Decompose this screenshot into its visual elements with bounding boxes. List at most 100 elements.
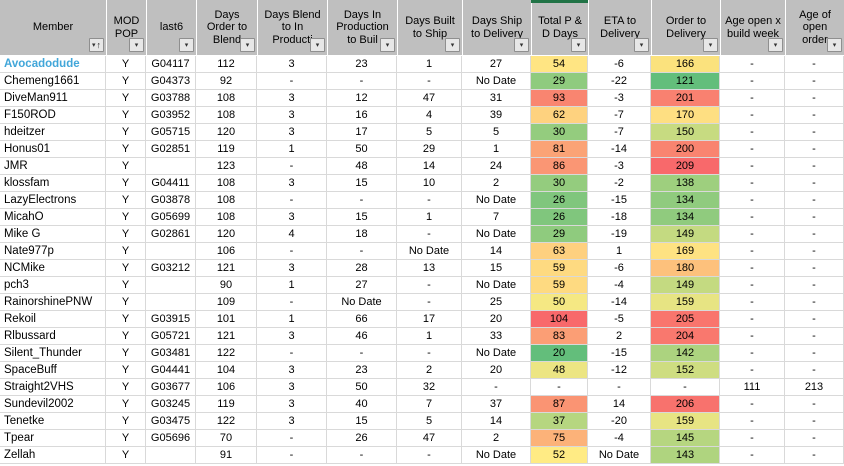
cell-days_built_to_ship[interactable]: 47 <box>397 90 462 107</box>
cell-age_open_x_build_week[interactable]: - <box>720 226 785 243</box>
cell-days_order_to_blend[interactable]: 104 <box>196 362 257 379</box>
cell-age_of_open_order[interactable]: - <box>785 430 844 447</box>
cell-days_ship_to_delivery[interactable]: 33 <box>462 328 531 345</box>
cell-age_open_x_build_week[interactable]: - <box>720 107 785 124</box>
cell-days_built_to_ship[interactable]: 2 <box>397 362 462 379</box>
cell-days_built_to_ship[interactable]: 32 <box>397 379 462 396</box>
cell-days_built_to_ship[interactable]: - <box>397 345 462 362</box>
cell-eta_to_delivery[interactable]: -7 <box>588 124 651 141</box>
cell-days_blend_to_in_production[interactable]: - <box>257 294 327 311</box>
cell-total_pd_days[interactable]: 59 <box>531 277 588 294</box>
cell-days_in_production_to_build[interactable]: 48 <box>327 158 397 175</box>
cell-order_to_delivery[interactable]: 205 <box>651 311 720 328</box>
cell-days_ship_to_delivery[interactable]: No Date <box>462 345 531 362</box>
cell-days_in_production_to_build[interactable]: 23 <box>327 362 397 379</box>
cell-total_pd_days[interactable]: 50 <box>531 294 588 311</box>
cell-eta_to_delivery[interactable]: -19 <box>588 226 651 243</box>
cell-mod_pop[interactable]: Y <box>106 56 146 73</box>
filter-dropdown-icon[interactable]: ▾ <box>310 38 325 52</box>
cell-days_ship_to_delivery[interactable]: 14 <box>462 243 531 260</box>
cell-days_blend_to_in_production[interactable]: 3 <box>257 362 327 379</box>
cell-age_of_open_order[interactable]: - <box>785 158 844 175</box>
cell-age_open_x_build_week[interactable]: - <box>720 158 785 175</box>
cell-mod_pop[interactable]: Y <box>106 124 146 141</box>
cell-total_pd_days[interactable]: 52 <box>531 447 588 464</box>
cell-age_open_x_build_week[interactable]: - <box>720 192 785 209</box>
cell-days_blend_to_in_production[interactable]: - <box>257 345 327 362</box>
cell-eta_to_delivery[interactable]: -7 <box>588 107 651 124</box>
cell-mod_pop[interactable]: Y <box>106 379 146 396</box>
cell-last6[interactable]: G03212 <box>146 260 196 277</box>
cell-total_pd_days[interactable]: 30 <box>531 124 588 141</box>
cell-order_to_delivery[interactable]: 200 <box>651 141 720 158</box>
member-cell[interactable]: Tenetke <box>0 413 106 430</box>
cell-days_order_to_blend[interactable]: 108 <box>196 107 257 124</box>
cell-days_ship_to_delivery[interactable]: 37 <box>462 396 531 413</box>
cell-days_blend_to_in_production[interactable]: - <box>257 158 327 175</box>
cell-age_open_x_build_week[interactable]: - <box>720 124 785 141</box>
cell-eta_to_delivery[interactable]: -15 <box>588 345 651 362</box>
cell-eta_to_delivery[interactable]: -5 <box>588 311 651 328</box>
cell-days_ship_to_delivery[interactable]: No Date <box>462 73 531 90</box>
cell-age_open_x_build_week[interactable]: - <box>720 56 785 73</box>
member-cell[interactable]: RainorshinePNW <box>0 294 106 311</box>
cell-days_built_to_ship[interactable]: 10 <box>397 175 462 192</box>
cell-age_of_open_order[interactable]: - <box>785 396 844 413</box>
cell-mod_pop[interactable]: Y <box>106 277 146 294</box>
cell-eta_to_delivery[interactable]: -12 <box>588 362 651 379</box>
cell-age_of_open_order[interactable]: - <box>785 124 844 141</box>
cell-last6[interactable]: G05721 <box>146 328 196 345</box>
cell-age_of_open_order[interactable]: - <box>785 328 844 345</box>
member-cell[interactable]: Nate977p <box>0 243 106 260</box>
cell-mod_pop[interactable]: Y <box>106 430 146 447</box>
cell-days_ship_to_delivery[interactable]: No Date <box>462 192 531 209</box>
member-cell[interactable]: Silent_Thunder <box>0 345 106 362</box>
cell-eta_to_delivery[interactable]: -22 <box>588 73 651 90</box>
cell-days_built_to_ship[interactable]: 1 <box>397 56 462 73</box>
member-cell[interactable]: Zellah <box>0 447 106 464</box>
cell-days_order_to_blend[interactable]: 92 <box>196 73 257 90</box>
filter-dropdown-icon[interactable]: ▾ <box>827 38 842 52</box>
cell-order_to_delivery[interactable]: 145 <box>651 430 720 447</box>
member-cell[interactable]: SpaceBuff <box>0 362 106 379</box>
cell-days_in_production_to_build[interactable]: - <box>327 243 397 260</box>
cell-mod_pop[interactable]: Y <box>106 243 146 260</box>
cell-days_order_to_blend[interactable]: 90 <box>196 277 257 294</box>
cell-mod_pop[interactable]: Y <box>106 311 146 328</box>
cell-mod_pop[interactable]: Y <box>106 328 146 345</box>
cell-last6[interactable]: G03475 <box>146 413 196 430</box>
cell-days_order_to_blend[interactable]: 122 <box>196 413 257 430</box>
cell-last6[interactable]: G05696 <box>146 430 196 447</box>
cell-order_to_delivery[interactable]: 159 <box>651 413 720 430</box>
cell-total_pd_days[interactable]: 29 <box>531 226 588 243</box>
cell-days_order_to_blend[interactable]: 108 <box>196 209 257 226</box>
cell-eta_to_delivery[interactable]: -3 <box>588 90 651 107</box>
cell-last6[interactable]: G03915 <box>146 311 196 328</box>
cell-age_of_open_order[interactable]: - <box>785 260 844 277</box>
cell-days_ship_to_delivery[interactable]: 20 <box>462 311 531 328</box>
cell-days_blend_to_in_production[interactable]: 3 <box>257 396 327 413</box>
cell-days_blend_to_in_production[interactable]: 3 <box>257 328 327 345</box>
cell-age_open_x_build_week[interactable]: - <box>720 277 785 294</box>
cell-order_to_delivery[interactable]: 134 <box>651 192 720 209</box>
cell-age_open_x_build_week[interactable]: - <box>720 175 785 192</box>
cell-mod_pop[interactable]: Y <box>106 447 146 464</box>
cell-order_to_delivery[interactable]: 204 <box>651 328 720 345</box>
cell-age_of_open_order[interactable]: - <box>785 56 844 73</box>
cell-days_built_to_ship[interactable]: 1 <box>397 209 462 226</box>
cell-order_to_delivery[interactable]: 149 <box>651 277 720 294</box>
cell-order_to_delivery[interactable]: 209 <box>651 158 720 175</box>
cell-days_built_to_ship[interactable]: 29 <box>397 141 462 158</box>
filter-sorted-ascending-icon[interactable]: ▾ ↑ <box>89 38 104 52</box>
cell-last6[interactable]: G03878 <box>146 192 196 209</box>
cell-mod_pop[interactable]: Y <box>106 175 146 192</box>
cell-order_to_delivery[interactable]: 150 <box>651 124 720 141</box>
cell-days_in_production_to_build[interactable]: 15 <box>327 209 397 226</box>
cell-age_of_open_order[interactable]: - <box>785 90 844 107</box>
cell-last6[interactable]: G02861 <box>146 226 196 243</box>
member-cell[interactable]: F150ROD <box>0 107 106 124</box>
cell-days_in_production_to_build[interactable]: 40 <box>327 396 397 413</box>
cell-days_blend_to_in_production[interactable]: 1 <box>257 277 327 294</box>
cell-age_of_open_order[interactable]: 213 <box>785 379 844 396</box>
cell-days_in_production_to_build[interactable]: 16 <box>327 107 397 124</box>
